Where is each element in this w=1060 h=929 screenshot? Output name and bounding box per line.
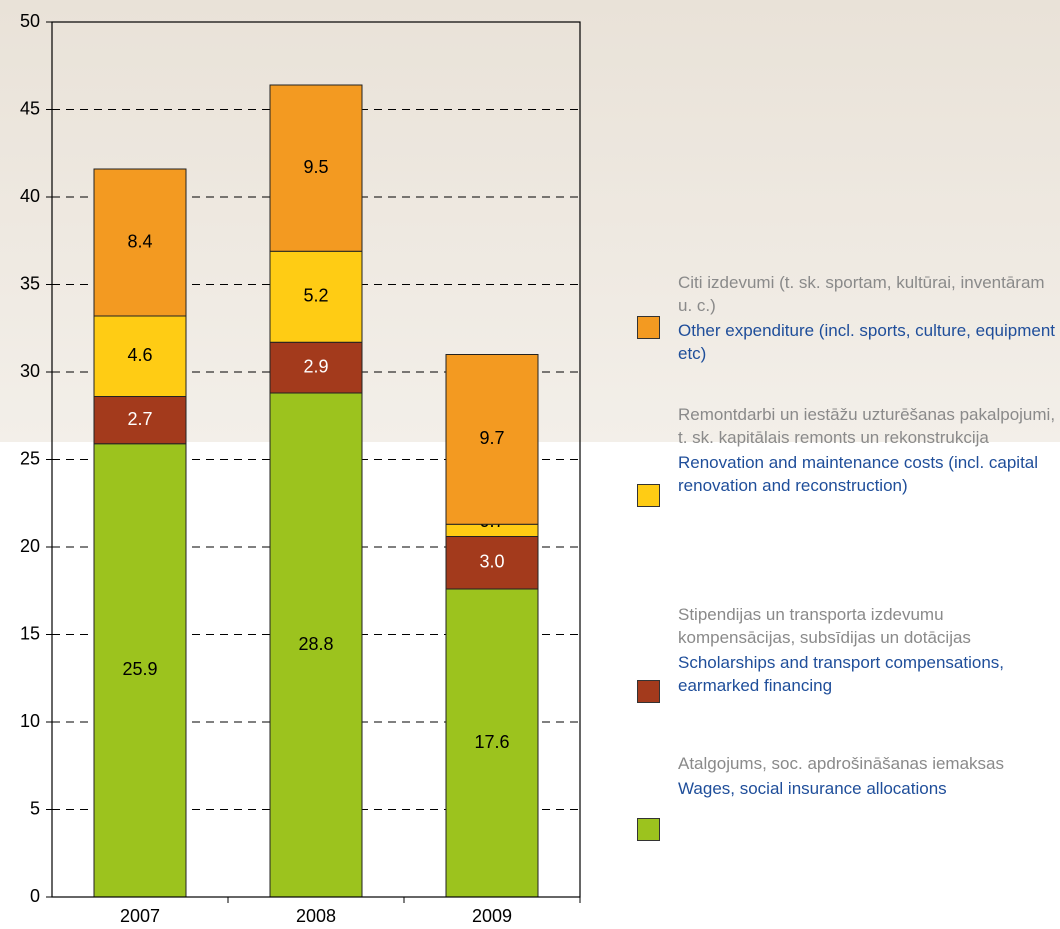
x-tick-label: 2009	[472, 906, 512, 926]
legend-label: Wages, social insurance allocations	[678, 777, 1060, 800]
legend-label: Other expenditure (incl. sports, culture…	[678, 319, 1060, 365]
legend-entry: Citi izdevumi (t. sk. sportam, kultūrai,…	[678, 271, 1060, 365]
value-label: 4.6	[127, 345, 152, 365]
y-tick-label: 30	[20, 361, 40, 381]
legend-entry: Atalgojums, soc. apdrošināšanas iemaksas…	[678, 752, 1060, 800]
legend-swatch	[637, 818, 660, 841]
legend-label-lv: Stipendijas un transporta izdevumu kompe…	[678, 603, 1060, 649]
legend-label: Scholarships and transport compensations…	[678, 651, 1060, 697]
value-label: 17.6	[474, 732, 509, 752]
value-label: 2.9	[303, 356, 328, 376]
value-label: 28.8	[298, 634, 333, 654]
legend-entry: Stipendijas un transporta izdevumu kompe…	[678, 603, 1060, 697]
x-tick-label: 2008	[296, 906, 336, 926]
x-tick-label: 2007	[120, 906, 160, 926]
y-tick-label: 40	[20, 186, 40, 206]
legend-swatch	[637, 484, 660, 507]
y-tick-label: 20	[20, 536, 40, 556]
value-label: 9.5	[303, 157, 328, 177]
y-tick-label: 5	[30, 798, 40, 818]
legend-label-lv: Atalgojums, soc. apdrošināšanas iemaksas	[678, 752, 1060, 775]
page: 0 5 10 15 20 25 30 35 40 45 50 2007 25.9 2.7 4.6 8.4 200…	[0, 0, 1060, 929]
legend-label-lv: Remontdarbi un iestāžu uzturēšanas pakal…	[678, 403, 1060, 449]
value-label: 2.7	[127, 409, 152, 429]
value-label: 3.0	[479, 552, 504, 572]
y-tick-label: 35	[20, 273, 40, 293]
y-tick-label: 0	[30, 886, 40, 906]
value-label: 5.2	[303, 286, 328, 306]
y-tick-label: 45	[20, 98, 40, 118]
legend-swatch	[637, 680, 660, 703]
y-tick-label: 25	[20, 448, 40, 468]
y-tick-label: 10	[20, 711, 40, 731]
value-label: 9.7	[479, 428, 504, 448]
legend-swatch	[637, 316, 660, 339]
value-label: 8.4	[127, 231, 152, 251]
legend-label: Renovation and maintenance costs (incl. …	[678, 451, 1060, 497]
value-label: 25.9	[122, 659, 157, 679]
legend-entry: Remontdarbi un iestāžu uzturēšanas pakal…	[678, 403, 1060, 497]
y-tick-label: 50	[20, 11, 40, 31]
y-tick-label: 15	[20, 623, 40, 643]
legend-label-lv: Citi izdevumi (t. sk. sportam, kultūrai,…	[678, 271, 1060, 317]
